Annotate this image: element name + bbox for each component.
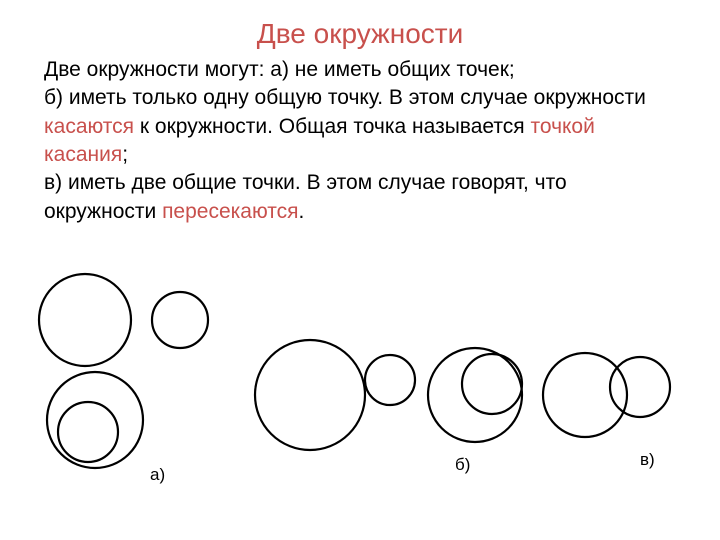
circle (365, 355, 415, 405)
case-c-accent: пересекаются (162, 200, 298, 223)
circle (543, 353, 627, 437)
case-a: а) не иметь общих точек; (270, 58, 514, 81)
body-text: Две окружности могут: а) не иметь общих … (0, 56, 720, 226)
case-b-part2: к окружности. Общая точка называется (134, 115, 530, 138)
circle (39, 274, 131, 366)
circle (462, 354, 522, 414)
circle (58, 402, 118, 462)
case-b-accent1: касаются (44, 115, 134, 138)
diagram: а) б) в) (0, 260, 720, 520)
circle (152, 292, 208, 348)
circle (428, 348, 522, 442)
intro-text: Две окружности могут: (44, 58, 264, 81)
case-b-part1: б) иметь только одну общую точку. В этом… (44, 86, 646, 109)
label-a: а) (150, 465, 165, 485)
label-c: в) (640, 450, 655, 470)
case-c-part2: . (299, 200, 305, 223)
case-c-part1: в) иметь две общие точки. В этом случае … (44, 171, 567, 222)
case-b-part3: ; (122, 143, 128, 166)
circle (610, 357, 670, 417)
circles-svg (0, 260, 720, 520)
label-b: б) (455, 455, 470, 475)
page-title: Две окружности (0, 0, 720, 56)
circle (255, 340, 365, 450)
